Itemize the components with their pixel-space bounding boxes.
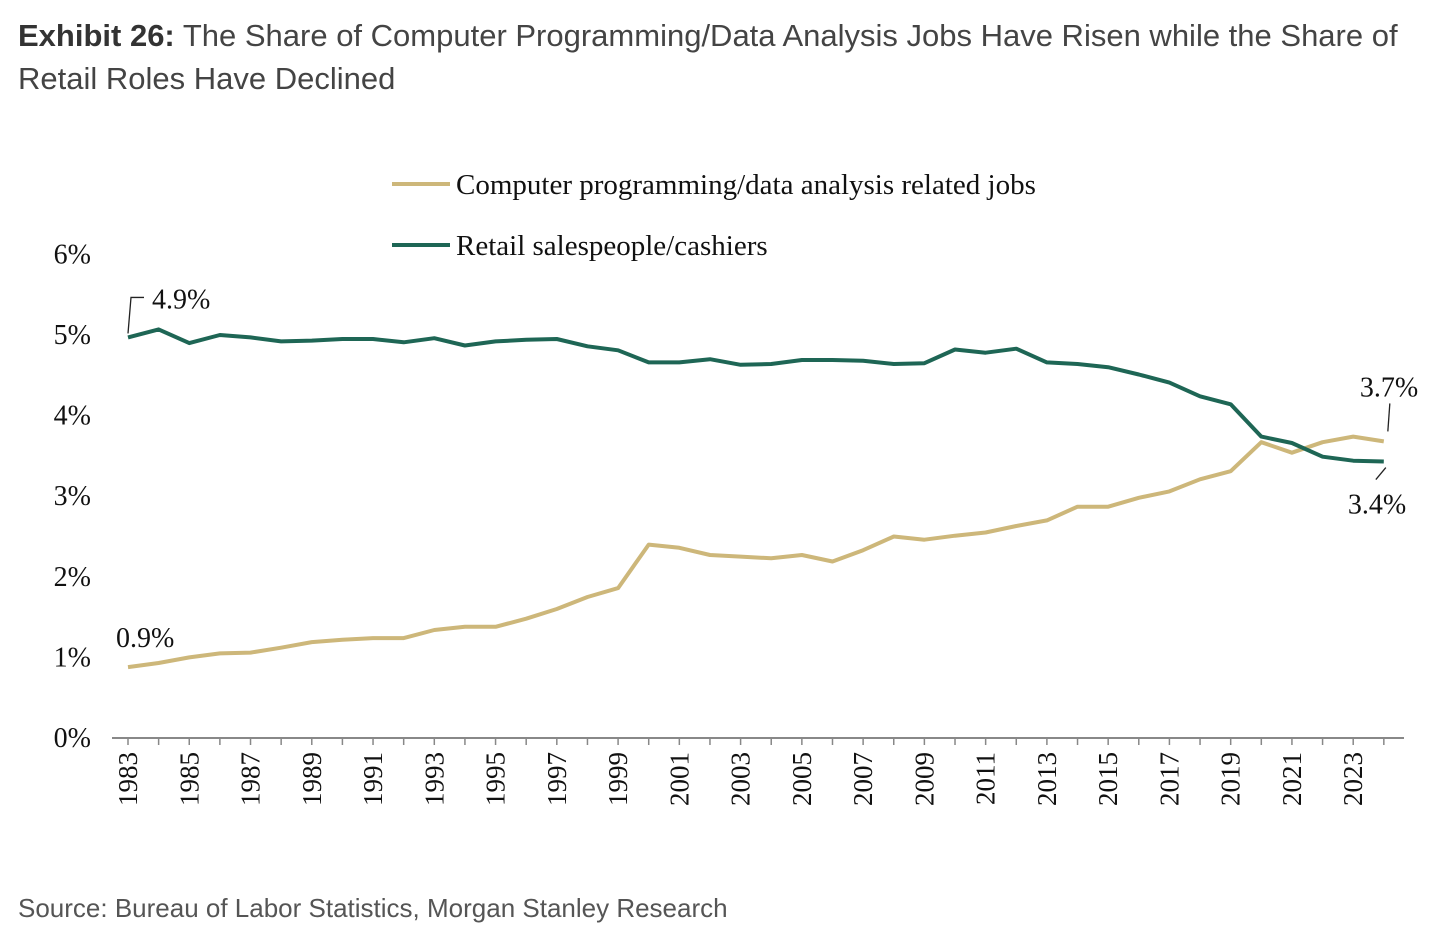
exhibit-title-text: The Share of Computer Programming/Data A…: [18, 18, 1398, 96]
legend-label: Computer programming/data analysis relat…: [456, 169, 1036, 201]
x-tick-label: 2019: [1216, 752, 1246, 806]
callout-leader: [127, 296, 144, 334]
annotation-label: 3.4%: [1348, 490, 1406, 521]
x-tick-label: 1987: [236, 752, 266, 806]
legend-label: Retail salespeople/cashiers: [456, 230, 768, 262]
x-tick-label: 1999: [603, 752, 633, 806]
exhibit-number: Exhibit 26:: [18, 18, 175, 53]
x-tick-label: 2011: [971, 752, 1001, 805]
x-tick-label: 2001: [664, 752, 694, 806]
series-line-programming: [127, 434, 1385, 670]
y-tick-label: 2%: [54, 562, 91, 593]
source-note: Source: Bureau of Labor Statistics, Morg…: [18, 893, 728, 923]
annotation-label: 4.9%: [152, 284, 210, 315]
x-tick-label: 2013: [1032, 752, 1062, 806]
x-tick-label: 1993: [419, 752, 449, 806]
y-tick-label: 6%: [54, 239, 91, 270]
x-tick-label: 2023: [1338, 752, 1368, 806]
x-tick-label: 1997: [542, 752, 572, 806]
callout-leader: [1375, 467, 1387, 480]
x-tick-label: 1989: [297, 752, 327, 806]
x-tick-label: 1991: [358, 752, 388, 806]
annotation-label: 0.9%: [116, 623, 174, 654]
x-tick-label: 2009: [909, 752, 939, 806]
x-tick-label: 2005: [787, 752, 817, 806]
y-tick-label: 3%: [54, 481, 91, 512]
exhibit-title: Exhibit 26: The Share of Computer Progra…: [18, 14, 1438, 100]
callout-leader: [1387, 403, 1391, 432]
x-tick-label: 1995: [481, 752, 511, 806]
x-tick-label: 2015: [1093, 752, 1123, 806]
x-tick-label: 2021: [1277, 752, 1307, 806]
x-tick-label: 2017: [1154, 752, 1184, 806]
y-tick-label: 1%: [54, 642, 91, 673]
y-tick-label: 4%: [54, 401, 91, 432]
x-tick-label: 2007: [848, 752, 878, 806]
x-tick-label: 2003: [726, 752, 756, 806]
series-line-retail: [127, 327, 1384, 464]
y-tick-label: 0%: [54, 723, 91, 754]
y-tick-label: 5%: [54, 320, 91, 351]
x-tick-label: 1983: [113, 752, 143, 806]
annotation-label: 3.7%: [1360, 372, 1418, 403]
x-tick-label: 1985: [174, 752, 204, 806]
